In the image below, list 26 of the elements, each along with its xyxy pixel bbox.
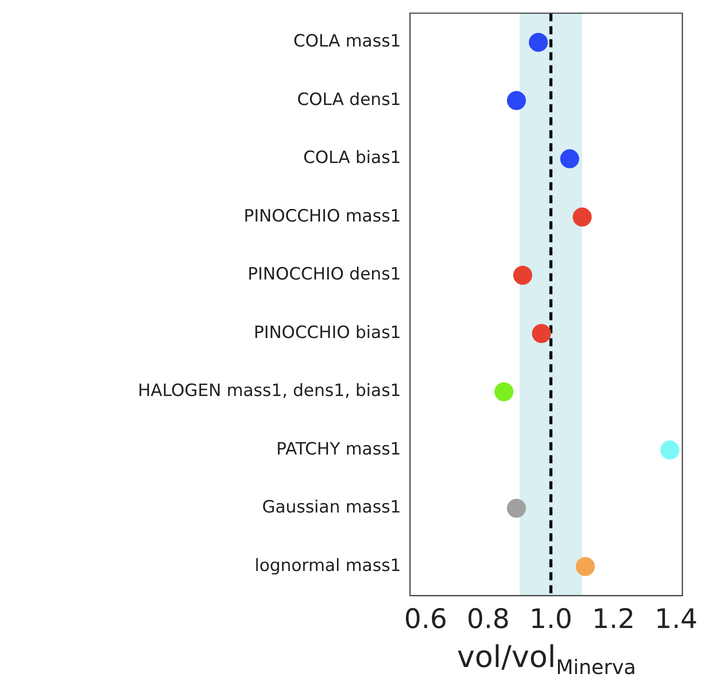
y-tick-label: COLA bias1 <box>303 148 401 168</box>
point <box>560 149 580 168</box>
x-tick-label: 1.4 <box>654 604 698 635</box>
y-tick-label: COLA dens1 <box>297 90 401 110</box>
point <box>494 382 514 402</box>
y-tick-label: PATCHY mass1 <box>276 439 401 460</box>
point <box>532 324 551 344</box>
x-tick-label: 0.8 <box>466 604 510 635</box>
y-tick-label: Gaussian mass1 <box>262 498 401 518</box>
x-tick-label: 1.0 <box>529 604 572 635</box>
y-tick-label: COLA mass1 <box>293 32 401 52</box>
y-tick-label: PINOCCHIO bias1 <box>254 322 401 343</box>
point <box>572 208 592 227</box>
y-tick-label: PINOCCHIO mass1 <box>244 206 401 226</box>
point <box>576 556 595 576</box>
y-tick-label: lognormal mass1 <box>254 556 401 576</box>
x-tick-label: 1.2 <box>592 604 635 635</box>
y-tick-label: PINOCCHIO dens1 <box>248 264 401 285</box>
x-tick-label: 0.6 <box>404 604 448 635</box>
point <box>506 91 526 110</box>
y-tick-label: HALOGEN mass1, dens1, bias1 <box>138 381 401 402</box>
point <box>513 266 532 285</box>
point <box>660 440 680 460</box>
point <box>528 32 548 52</box>
x-axis-title: vol/vol$_{Minerva}$ <box>456 640 638 679</box>
point <box>506 498 526 518</box>
